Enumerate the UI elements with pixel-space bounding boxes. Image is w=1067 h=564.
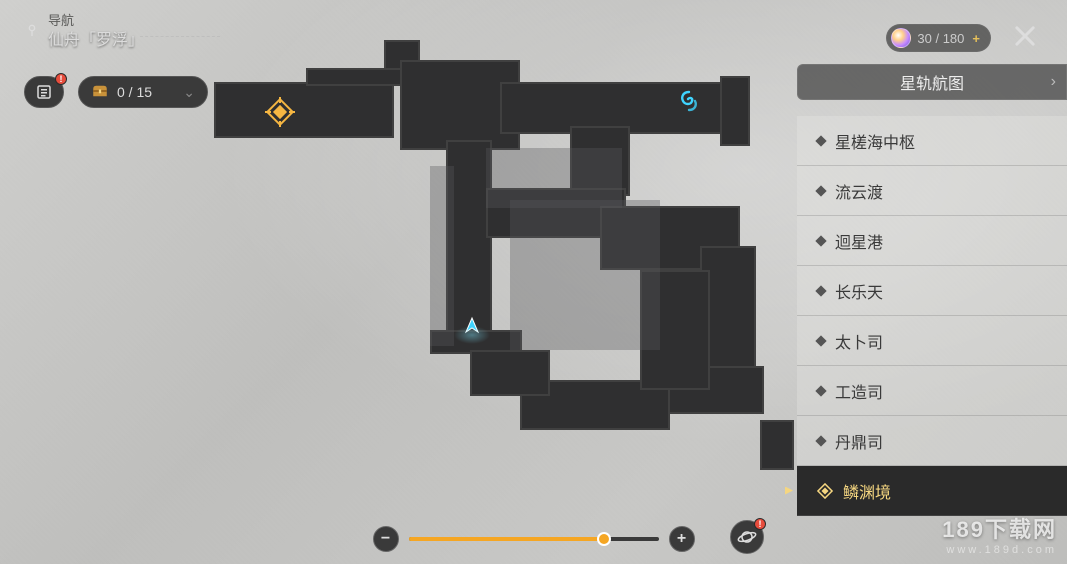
location-name: 流云渡	[835, 179, 883, 203]
diamond-bullet-icon	[815, 335, 826, 346]
zoom-in-button[interactable]: +	[669, 526, 695, 552]
location-item[interactable]: 鳞渊境	[797, 466, 1067, 516]
location-list: 星槎海中枢流云渡迴星港长乐天太卜司工造司丹鼎司鳞渊境	[797, 116, 1067, 516]
map-block	[214, 82, 394, 138]
location-item[interactable]: 工造司	[797, 366, 1067, 416]
location-item[interactable]: 迴星港	[797, 216, 1067, 266]
space-anchor-marker[interactable]	[677, 89, 701, 113]
diamond-bullet-icon	[815, 285, 826, 296]
region-name[interactable]: 仙舟「罗浮」	[48, 26, 144, 50]
anchor-marker-gold[interactable]	[265, 97, 295, 127]
diamond-bullet-icon	[815, 385, 826, 396]
map-block	[760, 420, 794, 470]
location-name: 太卜司	[835, 329, 883, 353]
notification-badge: !	[55, 73, 67, 85]
location-item[interactable]: 丹鼎司	[797, 416, 1067, 466]
divider	[140, 36, 220, 37]
notification-badge: !	[754, 518, 766, 530]
location-name: 鳞渊境	[843, 479, 891, 503]
chevron-down-icon: ⌄	[183, 84, 195, 101]
zoom-control: − +	[373, 526, 695, 552]
chest-count: 0 / 15	[117, 84, 152, 100]
zoom-out-button[interactable]: −	[373, 526, 399, 552]
diamond-bullet-icon	[815, 235, 826, 246]
location-panel: 星轨航图 › 星槎海中枢流云渡迴星港长乐天太卜司工造司丹鼎司鳞渊境	[797, 64, 1067, 564]
location-name: 星槎海中枢	[835, 129, 915, 153]
fuel-orb-icon	[891, 28, 911, 48]
location-item[interactable]: 流云渡	[797, 166, 1067, 216]
location-item[interactable]: 太卜司	[797, 316, 1067, 366]
currency-counter[interactable]: 30 / 180 +	[886, 24, 991, 52]
map-block	[510, 200, 660, 350]
map-block	[720, 76, 750, 146]
chevron-right-icon: ›	[1051, 73, 1056, 91]
diamond-bullet-icon	[815, 185, 826, 196]
planet-button[interactable]: !	[730, 520, 764, 554]
star-rail-map-button[interactable]: 星轨航图 ›	[797, 64, 1067, 100]
location-name: 长乐天	[835, 279, 883, 303]
map-block	[486, 148, 622, 208]
location-name: 迴星港	[835, 229, 883, 253]
zoom-slider[interactable]	[409, 537, 659, 541]
diamond-bullet-icon	[815, 435, 826, 446]
map-block	[470, 350, 550, 396]
player-cursor	[462, 316, 482, 336]
location-name: 丹鼎司	[835, 429, 883, 453]
chest-counter[interactable]: 0 / 15 ⌄	[78, 76, 208, 108]
add-currency-button[interactable]: +	[972, 31, 980, 46]
map-block	[430, 166, 454, 346]
location-name: 工造司	[835, 379, 883, 403]
currency-value: 30 / 180	[917, 31, 964, 46]
pin-icon	[24, 22, 40, 38]
chest-icon	[91, 84, 109, 101]
selected-star-icon	[817, 483, 833, 499]
menu-button[interactable]: !	[24, 76, 64, 108]
location-item[interactable]: 长乐天	[797, 266, 1067, 316]
diamond-bullet-icon	[815, 135, 826, 146]
location-item[interactable]: 星槎海中枢	[797, 116, 1067, 166]
close-button[interactable]	[1007, 18, 1043, 54]
panel-title: 星轨航图	[900, 70, 964, 94]
